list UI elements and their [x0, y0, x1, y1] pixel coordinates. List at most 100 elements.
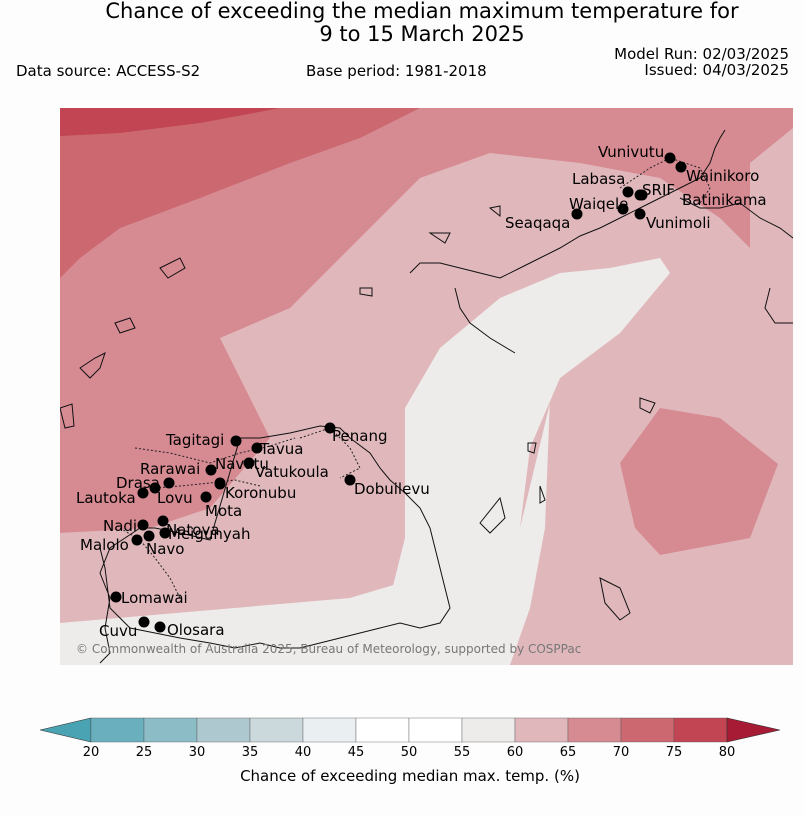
station-marker-seaqaqa: [571, 208, 583, 220]
station-label-drasa: Drasa: [116, 474, 160, 492]
colorbar-tick-65: 65: [559, 745, 577, 760]
map-panel: Vunivutu Wainikoro Labasa Waiqele SRIF Batini…: [60, 108, 793, 665]
colorbar-bin-20: [90, 717, 145, 743]
map-copyright: © Commonwealth of Australia 2025, Bureau…: [76, 642, 581, 656]
base-period: Base period: 1981-2018: [306, 62, 487, 80]
station-marker-dobuilevu: [344, 474, 356, 486]
station-label-mota: Mota: [205, 502, 242, 520]
colorbar-tick-40: 40: [294, 745, 312, 760]
colorbar-bin-30: [196, 717, 251, 743]
station-marker-nadi: [137, 519, 149, 531]
station-marker-tavua: [251, 442, 263, 454]
zone-70-75: [60, 108, 420, 278]
station-label-vatukoula: Vatukoula: [255, 463, 329, 481]
station-marker-olosara: [154, 621, 166, 633]
colorbar: [39, 717, 781, 743]
colorbar-bin-45: [355, 717, 410, 743]
station-label-rarawai: Rarawai: [140, 460, 200, 478]
station-marker-cuvu: [138, 616, 150, 628]
station-marker-vunivutu: [664, 152, 676, 164]
station-label-srif: SRIF: [642, 181, 675, 199]
zone-65-70-pocket: [620, 408, 778, 555]
station-marker-vunimoli: [634, 208, 646, 220]
station-label-waiqele: Waiqele: [569, 195, 628, 213]
colorbar-over-arrow: [726, 717, 781, 743]
station-marker-lovu: [163, 477, 175, 489]
station-label-dobuilevu: Dobuilevu: [354, 480, 430, 498]
station-marker-koronubu: [214, 478, 226, 490]
station-marker-batinikama: [634, 189, 646, 201]
station-label-navo: Navo: [146, 540, 184, 558]
colorbar-tick-75: 75: [665, 745, 683, 760]
station-marker-lomawai: [110, 591, 122, 603]
colorbar-bin-40: [302, 717, 357, 743]
title-line-2: 9 to 15 March 2025: [319, 22, 525, 46]
station-marker-meigunyah: [159, 527, 171, 539]
station-marker-penang: [324, 422, 336, 434]
colorbar-bin-60: [514, 717, 569, 743]
station-marker-malolo: [131, 534, 143, 546]
station-marker-navo: [143, 530, 155, 542]
station-label-navatu: Navatu: [215, 455, 269, 473]
station-label-cuvu: Cuvu: [99, 622, 137, 640]
zone-65-70: [60, 108, 793, 533]
colorbar-tick-60: 60: [506, 745, 524, 760]
run-info: Model Run: 02/03/2025 Issued: 04/03/2025: [614, 46, 789, 78]
station-marker-tagitagi: [230, 435, 242, 447]
colorbar-bin-70: [620, 717, 675, 743]
colorbar-tick-50: 50: [400, 745, 418, 760]
station-marker-drasa: [149, 482, 161, 494]
station-label-wainikoro: Wainikoro: [686, 167, 759, 185]
station-label-tavua: Tavua: [259, 440, 303, 458]
station-label-lautoka: Lautoka: [76, 489, 136, 507]
station-label-koronubu: Koronubu: [225, 484, 296, 502]
station-label-vunimoli: Vunimoli: [646, 214, 711, 232]
station-label-natova: Natova: [166, 521, 220, 539]
colorbar-title: Chance of exceeding median max. temp. (%…: [240, 767, 580, 785]
station-marker-mota: [200, 491, 212, 503]
station-label-labasa: Labasa: [572, 170, 625, 188]
colorbar-bin-25: [143, 717, 198, 743]
station-label-seaqaqa: Seaqaqa: [505, 214, 570, 232]
station-marker-natova: [157, 515, 169, 527]
station-label-lovu: Lovu: [157, 489, 193, 507]
colorbar-under-arrow: [39, 717, 92, 743]
station-label-malolo: Malolo: [80, 536, 129, 554]
colorbar-bin-35: [249, 717, 304, 743]
colorbar-tick-70: 70: [612, 745, 630, 760]
colorbar-bin-65: [567, 717, 622, 743]
colorbar-tick-55: 55: [453, 745, 471, 760]
station-markers: Vunivutu Wainikoro Labasa Waiqele SRIF Batini…: [76, 143, 767, 640]
station-marker-waiqele: [617, 203, 629, 215]
zone-75-80: [60, 108, 280, 136]
station-marker-wainikoro: [675, 161, 687, 173]
chart-title: Chance of exceeding the median maximum t…: [0, 0, 804, 46]
zone-55-60-corridor: [260, 258, 670, 665]
issued-date: Issued: 04/03/2025: [644, 61, 789, 79]
colorbar-bin-75: [673, 717, 728, 743]
station-marker-lautoka: [137, 487, 149, 499]
colorbar-tick-20: 20: [82, 745, 100, 760]
coastlines: [60, 129, 793, 664]
colorbar-tick-25: 25: [135, 745, 153, 760]
station-label-meigunyah: Meigunyah: [168, 525, 250, 543]
station-marker-labasa: [622, 186, 634, 198]
colorbar-bin-50: [408, 717, 463, 743]
station-label-olosara: Olosara: [167, 621, 225, 639]
model-run: Model Run: 02/03/2025: [614, 45, 789, 63]
station-label-nadi: Nadi: [103, 517, 137, 535]
station-label-penang: Penang: [332, 427, 387, 445]
colorbar-tick-80: 80: [718, 745, 736, 760]
station-label-tagitagi: Tagitagi: [165, 431, 224, 449]
colorbar-tick-35: 35: [241, 745, 259, 760]
station-label-batinikama: Batinikama: [682, 191, 767, 209]
station-marker-vatukoula: [243, 457, 255, 469]
title-line-1: Chance of exceeding the median maximum t…: [105, 0, 739, 23]
station-label-vunivutu: Vunivutu: [598, 143, 664, 161]
station-marker-rarawai: [205, 464, 217, 476]
colorbar-ticks: 20 25 30 35 40 45 50 55 60 65 70 75 80: [0, 745, 804, 763]
colorbar-bin-55: [461, 717, 516, 743]
colorbar-tick-45: 45: [347, 745, 365, 760]
data-source: Data source: ACCESS-S2: [16, 62, 201, 80]
colorbar-tick-30: 30: [188, 745, 206, 760]
